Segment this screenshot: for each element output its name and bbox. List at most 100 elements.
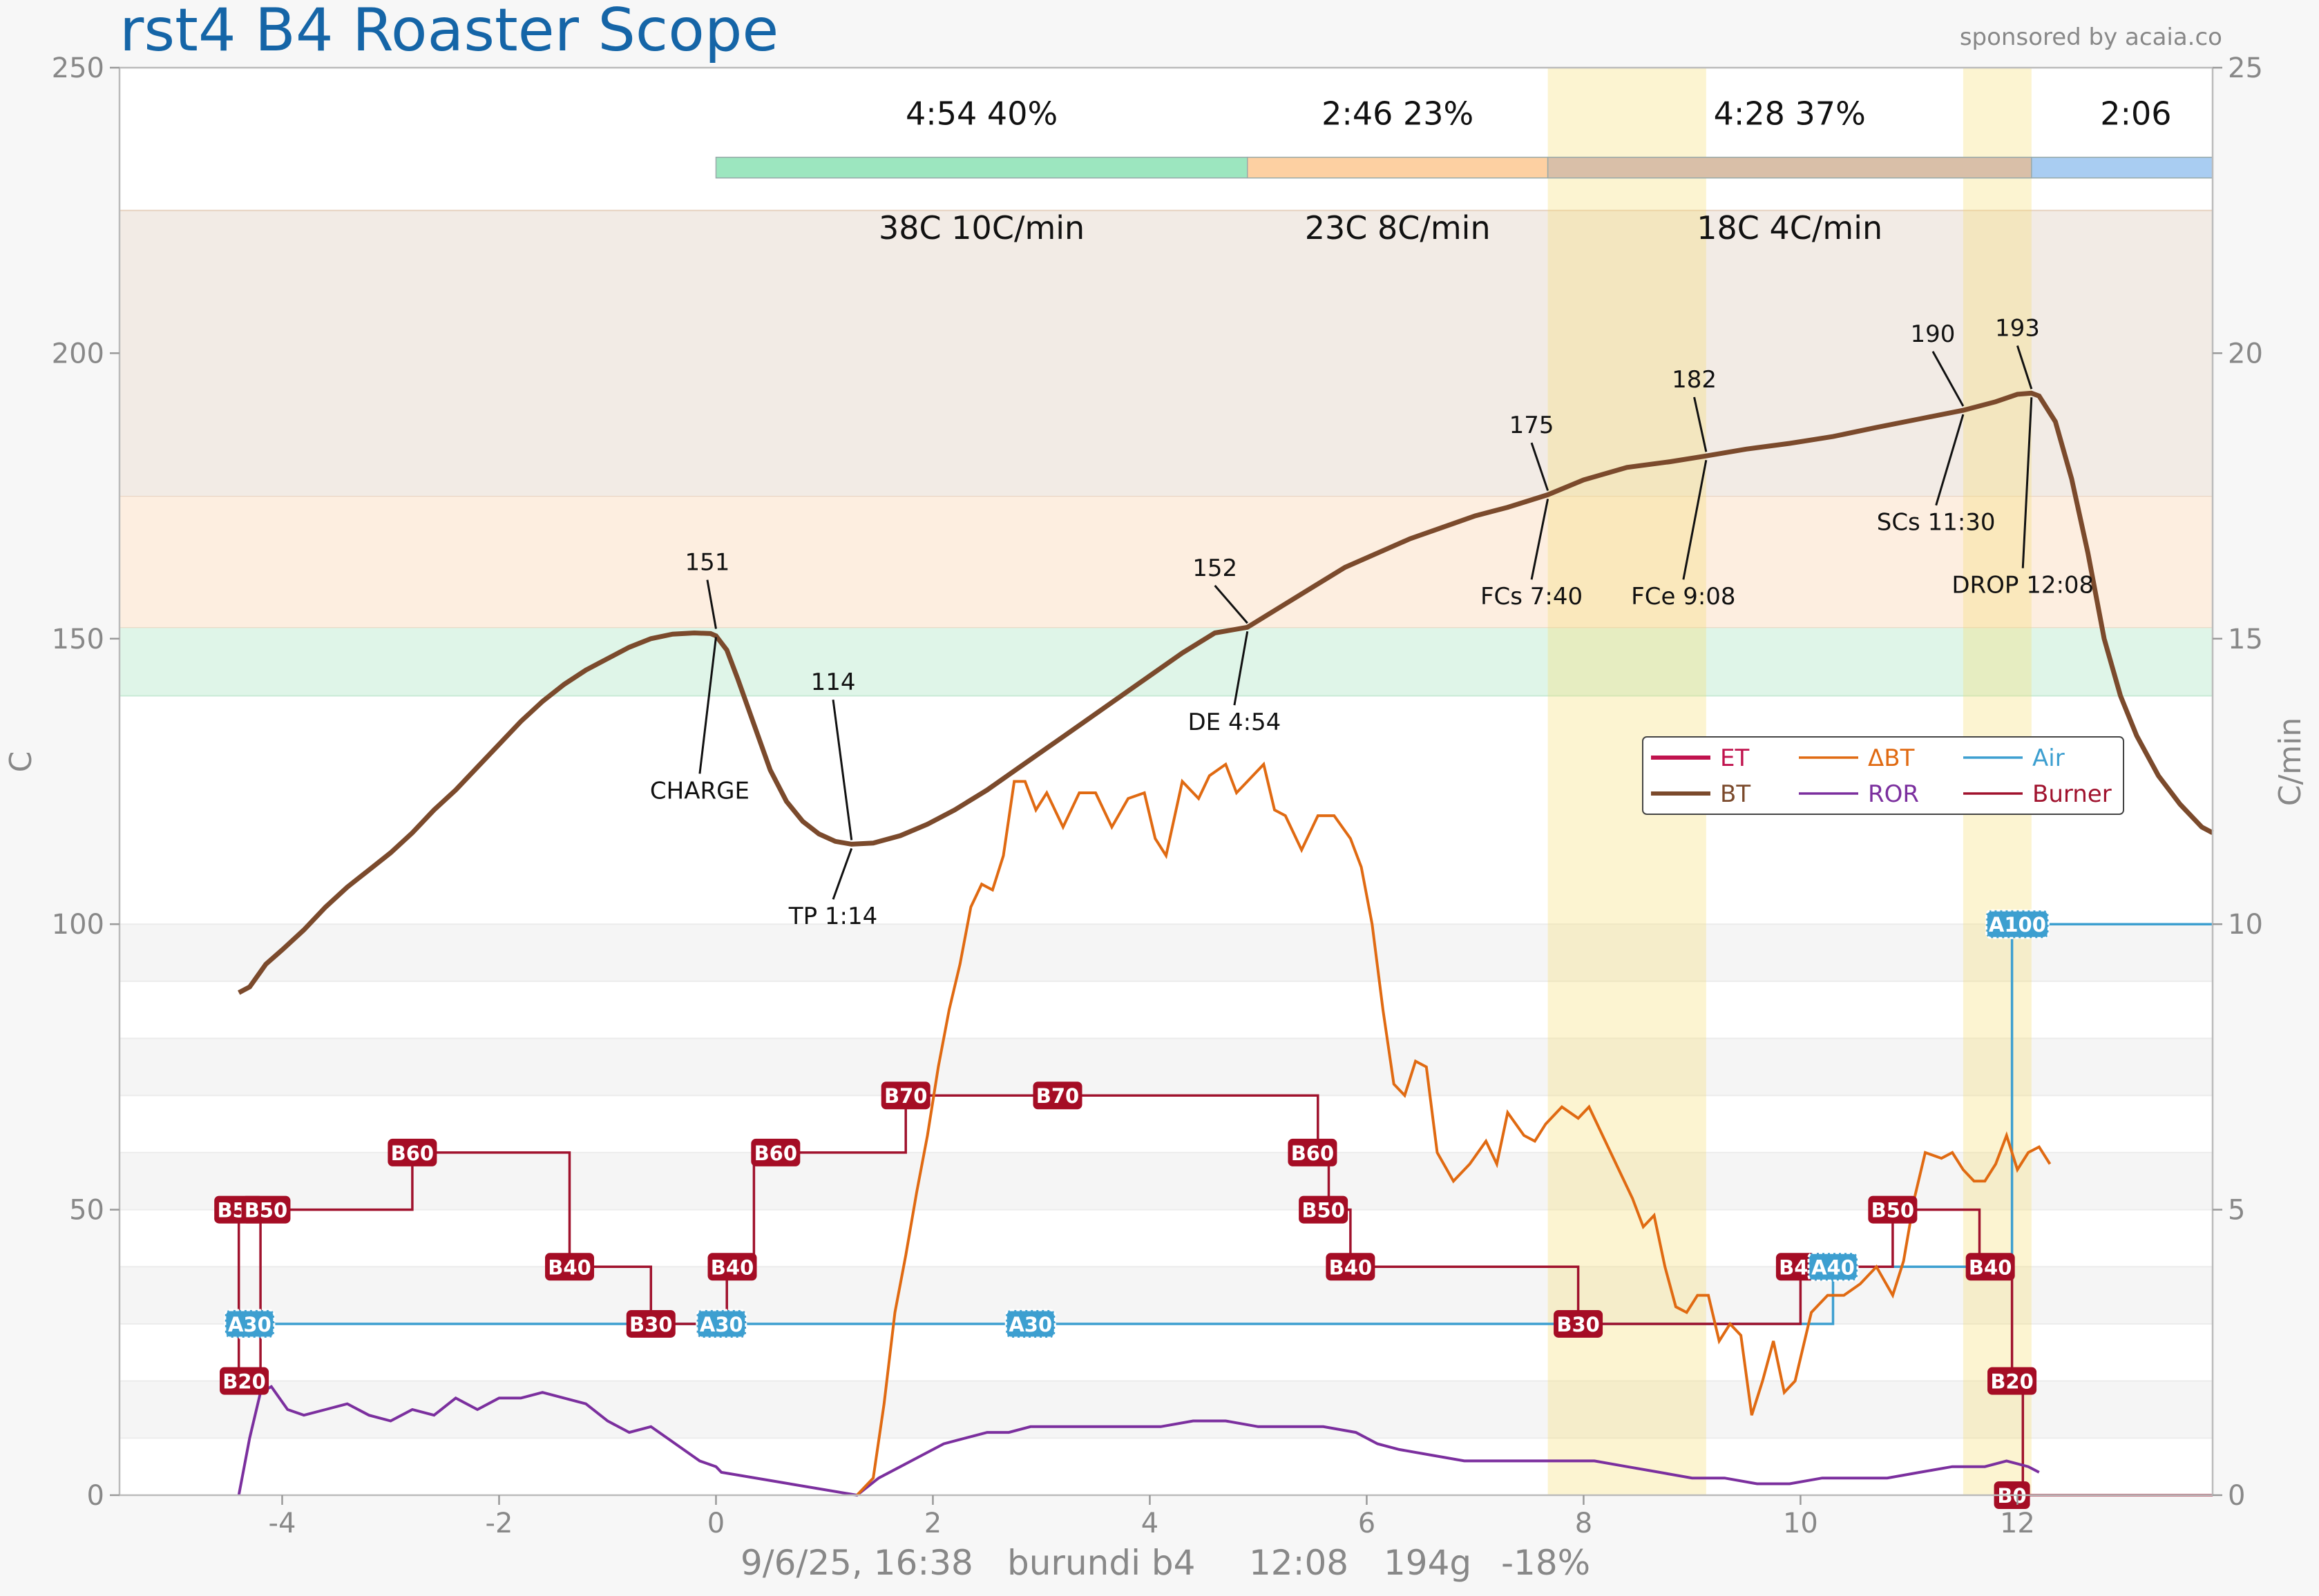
footer-bean: burundi b4	[1007, 1543, 1195, 1583]
burner-tag-label: B40	[1329, 1256, 1372, 1279]
event-label: SCs 11:30	[1877, 509, 1996, 537]
legend-label: ET	[1720, 744, 1749, 772]
footer-loss: -18%	[1501, 1543, 1590, 1583]
y-tick-label: 250	[52, 52, 104, 84]
event-label: DROP 12:08	[1951, 572, 2094, 599]
event-leader-line	[1214, 584, 1248, 624]
burner-tag-box	[1033, 1081, 1082, 1110]
footer: 9/6/25, 16:38 burundi b4 12:08 194g -18%	[741, 1543, 1590, 1583]
burner-tag-box	[1554, 1309, 1603, 1338]
burner-tag-label: B40	[711, 1256, 754, 1279]
burner-tag-label: B60	[1291, 1142, 1334, 1165]
phase-stats-label: 23C 8C/min	[1305, 209, 1491, 247]
burner-tag-box	[545, 1253, 595, 1281]
stripe-band	[120, 924, 2213, 981]
event-leader-line	[1530, 442, 1549, 491]
event-leader-line	[2021, 397, 2033, 568]
sponsor-credit: sponsored by acaia.co	[1960, 23, 2222, 51]
x-tick-label: 2	[924, 1508, 942, 1539]
y2-tick-label: 0	[2228, 1480, 2245, 1512]
stripe-band	[120, 1152, 2213, 1210]
legend: ET BT ΔBT ROR Air Burner	[1642, 736, 2124, 815]
phase-bar	[2031, 156, 2213, 179]
phase-duration-label: 4:28 37%	[1714, 95, 1866, 133]
burner-tag-label: B40	[1969, 1256, 2012, 1279]
temperature-band	[120, 496, 2213, 628]
burner-tag-label: B20	[222, 1370, 265, 1394]
event-leader-line	[1233, 631, 1249, 706]
burner-tag-box	[1326, 1253, 1375, 1281]
y2-axis-label: C/min	[2273, 718, 2308, 807]
air-tag-label: A30	[700, 1313, 743, 1336]
burner-tag-box	[881, 1081, 931, 1110]
air-tag-label: A40	[1811, 1256, 1855, 1279]
burner-tag-box	[1288, 1138, 1337, 1166]
air-tag-label: A30	[228, 1313, 271, 1336]
burner-tag-box	[241, 1195, 291, 1224]
burner-tag-label: B60	[754, 1142, 797, 1165]
chart-title: rst4 B4 Roaster Scope	[120, 0, 779, 65]
burner-tag-box	[1299, 1195, 1348, 1224]
stripe-band	[120, 1038, 2213, 1096]
y2-tick-label: 20	[2228, 338, 2263, 369]
burner-tag-label: B60	[391, 1142, 434, 1165]
x-tick-label: -2	[486, 1508, 513, 1539]
burner-tag-label: B70	[1036, 1084, 1079, 1108]
event-leader-line	[1693, 396, 1708, 452]
y-tick-label: 200	[52, 338, 104, 369]
phase-bar	[715, 156, 1248, 179]
phase-stats-label: 38C 10C/min	[879, 209, 1085, 247]
legend-label: Burner	[2032, 780, 2112, 808]
bt-line	[238, 390, 2214, 995]
legend-label: Air	[2032, 744, 2065, 772]
stripe-band	[120, 1381, 2213, 1439]
event-temperature-label: 175	[1509, 412, 1554, 439]
legend-label: ROR	[1868, 780, 1919, 808]
burner-tag-label: B50	[1301, 1199, 1344, 1222]
burner-tag-box	[220, 1367, 269, 1395]
burner-tag-box	[1868, 1195, 1918, 1224]
x-tick-label: 4	[1141, 1508, 1158, 1539]
event-leader-line	[706, 579, 717, 629]
x-tick-label: 8	[1575, 1508, 1592, 1539]
event-label: DE 4:54	[1187, 709, 1281, 736]
event-temperature-label: 193	[1995, 315, 2040, 343]
event-temperature-label: 114	[811, 669, 856, 696]
event-leader-line	[698, 637, 717, 774]
burner-tag-box	[751, 1138, 801, 1166]
footer-date: 9/6/25, 16:38	[741, 1543, 973, 1583]
delta-bt-line	[856, 761, 2052, 1497]
x-tick-label: 12	[2000, 1508, 2035, 1539]
temperature-band	[120, 210, 2213, 497]
event-leader-line	[1530, 499, 1549, 580]
phase-bar	[1246, 156, 1549, 179]
phase-duration-label: 2:06	[2100, 95, 2171, 133]
footer-time: 12:08	[1249, 1543, 1348, 1583]
burner-tag-label: B20	[1990, 1370, 2033, 1394]
plot-area: 4:54 40% 38C 10C/min 2:46 23% 23C 8C/min 4:2…	[52, 52, 2263, 1539]
burner-tag-box	[1987, 1367, 2037, 1395]
burner-tag-label: B40	[548, 1256, 591, 1279]
burner-tag-label: B50	[245, 1199, 287, 1222]
y-tick-label: 0	[87, 1480, 104, 1512]
event-temperature-label: 190	[1911, 320, 1956, 348]
y2-tick-label: 10	[2228, 909, 2263, 941]
air-tag-label: A100	[1989, 913, 2046, 936]
x-tick-label: -4	[269, 1508, 296, 1539]
burner-tag-box	[707, 1253, 757, 1281]
air-tag-label: A30	[1009, 1313, 1052, 1336]
legend-label: BT	[1720, 780, 1750, 808]
event-leader-line	[832, 700, 853, 840]
ror-line	[237, 1385, 2040, 1497]
event-leader-line	[1931, 351, 1965, 407]
event-temperature-label: 151	[685, 549, 729, 577]
phase-stats-label: 18C 4C/min	[1697, 209, 1882, 247]
air-tag-box	[1807, 1251, 1859, 1282]
phase-duration-label: 2:46 23%	[1321, 95, 1473, 133]
event-leader-line	[2016, 345, 2033, 390]
y2-tick-label: 5	[2228, 1195, 2245, 1227]
legend-label: ΔBT	[1868, 744, 1915, 772]
event-leader-line	[1682, 459, 1708, 580]
footer-weight: 194g	[1384, 1543, 1471, 1583]
